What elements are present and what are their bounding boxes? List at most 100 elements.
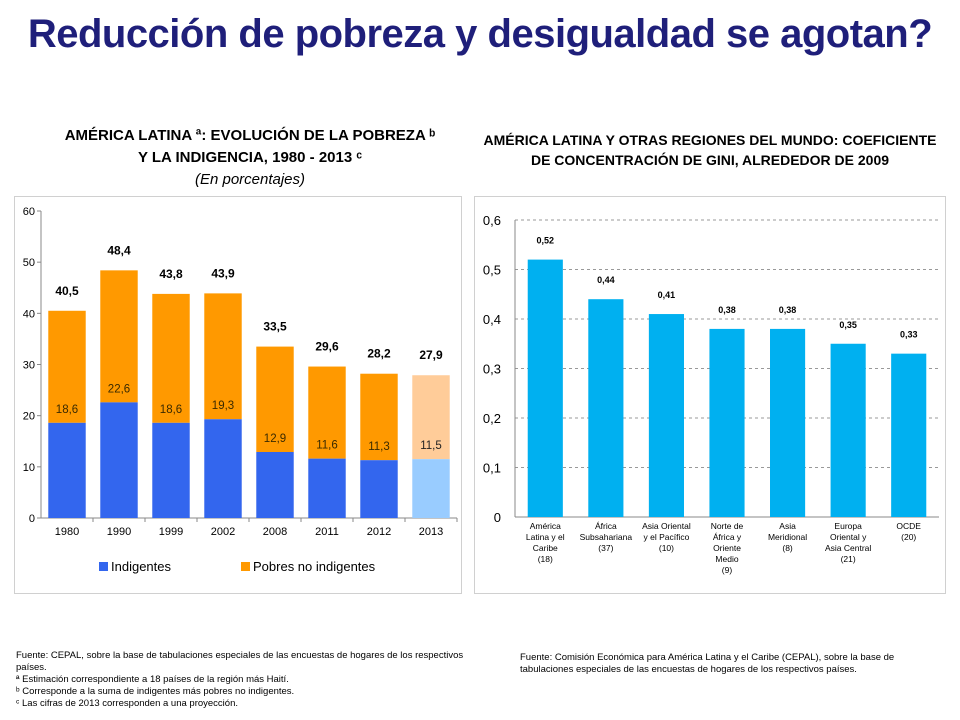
data-label-total: 33,5: [263, 320, 287, 334]
gini-chart-panel: 0 0,1 0,2 0,3 0,4 0,5 0,6 0,52 América Latina y e…: [474, 196, 946, 594]
bar-gini: [648, 314, 684, 517]
x-category-label: (10): [659, 543, 674, 553]
y-tick-label: 0,4: [483, 312, 501, 327]
y-tick-label: 20: [23, 411, 35, 423]
x-category-label: Asia Oriental: [642, 521, 691, 531]
x-category-label: (8): [782, 543, 793, 553]
page-title: Reducción de pobreza y desigualdad se ag…: [27, 12, 933, 56]
y-tick-label: 0,5: [483, 263, 501, 278]
data-label-gini: 0,38: [779, 305, 797, 315]
x-tick-label: 2011: [315, 526, 339, 538]
x-category-label: (18): [538, 554, 553, 564]
bar-indigentes: [360, 460, 398, 518]
bar-pobres: [308, 366, 346, 459]
x-tick-label: 2002: [211, 526, 235, 538]
x-category-label: África y: [713, 532, 742, 542]
x-category-label: (9): [722, 565, 733, 575]
x-category-label: Medio: [715, 554, 738, 564]
x-category-label: África: [595, 521, 617, 531]
poverty-chart-title-line2: Y LA INDIGENCIA, 1980 - 2013 ᶜ: [137, 149, 363, 166]
bar-indigentes: [204, 419, 242, 518]
data-label-total: 43,8: [159, 267, 183, 281]
data-label-gini: 0,38: [718, 305, 736, 315]
x-tick-label: 1990: [107, 526, 131, 538]
x-tick-label: 1999: [159, 526, 183, 538]
data-label-gini: 0,44: [597, 275, 615, 285]
x-category-label: Asia Central: [825, 543, 871, 553]
x-category-label: Oriental y: [830, 532, 867, 542]
data-label-total: 43,9: [211, 266, 235, 280]
bar-gini: [527, 259, 563, 517]
data-label-gini: 0,35: [839, 320, 857, 330]
bar-indigentes: [412, 459, 450, 518]
bar-gini: [830, 343, 866, 517]
legend-swatch-indigentes: [99, 562, 108, 571]
bar-pobres: [204, 293, 242, 420]
x-category-label: Norte de: [711, 521, 744, 531]
data-label-total: 29,6: [315, 340, 339, 354]
bar-gini: [588, 299, 624, 517]
source-note: Fuente: CEPAL, sobre la base de tabulaci…: [16, 650, 464, 673]
source-note: ª Estimación correspondiente a 18 países…: [16, 674, 289, 685]
poverty-chart-subtitle: (En porcentajes): [194, 171, 306, 188]
y-tick-label: 0,6: [483, 213, 501, 228]
poverty-chart: 0 10 20 30 40 50 60 18,6 40,5 1980 22,6 48,4 1990 18,…: [23, 206, 458, 574]
x-category-label: y el Pacífico: [644, 532, 690, 542]
data-label-gini: 0,52: [537, 236, 555, 246]
y-tick-label: 0: [29, 513, 35, 525]
data-label-indigentes: 18,6: [160, 404, 182, 416]
x-category-label: (37): [598, 543, 613, 553]
x-category-label: (20): [901, 532, 916, 542]
x-category-label: Meridional: [768, 532, 807, 542]
data-label-indigentes: 11,5: [420, 440, 442, 452]
legend-label-indigentes: Indigentes: [111, 559, 171, 574]
bar-pobres: [360, 373, 398, 461]
y-tick-label: 0: [494, 510, 501, 525]
data-label-indigentes: 11,3: [368, 441, 390, 453]
gini-chart-source: Fuente: Comisión Económica para América …: [520, 652, 895, 675]
data-label-indigentes: 19,3: [212, 400, 234, 412]
bar-pobres: [100, 270, 138, 403]
x-category-label: Oriente: [713, 543, 741, 553]
x-tick-label: 1980: [55, 526, 79, 538]
bar-gini: [770, 328, 806, 517]
bar-pobres: [256, 346, 294, 452]
data-label-gini: 0,41: [658, 290, 676, 300]
gini-chart-title-line2: DE CONCENTRACIÓN DE GINI, ALREDEDOR DE 2…: [530, 152, 890, 168]
bar-gini: [891, 353, 927, 517]
bar-pobres: [412, 375, 450, 460]
bar-indigentes: [308, 458, 346, 518]
bar-gini: [709, 328, 745, 517]
x-category-label: OCDE: [896, 521, 921, 531]
data-label-indigentes: 11,6: [316, 440, 338, 452]
legend-label-pobres: Pobres no indigentes: [253, 559, 376, 574]
gini-chart-title-line1: AMÉRICA LATINA Y OTRAS REGIONES DEL MUND…: [483, 132, 937, 148]
bar-pobres: [48, 310, 86, 423]
source-note: ᶜ Las cifras de 2013 corresponden a una …: [16, 698, 239, 709]
y-tick-label: 0,1: [483, 461, 501, 476]
bar-indigentes: [152, 422, 190, 518]
poverty-chart-panel: 0 10 20 30 40 50 60 18,6 40,5 1980 22,6 48,4 1990 18,…: [14, 196, 462, 594]
data-label-total: 40,5: [55, 284, 79, 298]
x-category-label: América: [530, 521, 561, 531]
bar-indigentes: [100, 402, 138, 518]
data-label-total: 48,4: [107, 243, 131, 257]
y-tick-label: 40: [23, 308, 35, 320]
data-label-indigentes: 12,9: [264, 433, 286, 445]
bar-pobres: [152, 293, 190, 423]
bar-indigentes: [256, 451, 294, 518]
data-label-indigentes: 18,6: [56, 404, 78, 416]
legend-swatch-pobres: [241, 562, 250, 571]
y-tick-label: 50: [23, 257, 35, 269]
y-tick-label: 30: [23, 360, 35, 372]
y-tick-label: 0,2: [483, 411, 501, 426]
x-tick-label: 2012: [367, 526, 391, 538]
x-category-label: Caribe: [533, 543, 558, 553]
bar-indigentes: [48, 422, 86, 518]
data-label-indigentes: 22,6: [108, 383, 130, 395]
data-label-total: 28,2: [367, 347, 391, 361]
poverty-chart-source: Fuente: CEPAL, sobre la base de tabulaci…: [16, 650, 466, 710]
x-category-label: Europa: [834, 521, 862, 531]
data-label-gini: 0,33: [900, 330, 918, 340]
